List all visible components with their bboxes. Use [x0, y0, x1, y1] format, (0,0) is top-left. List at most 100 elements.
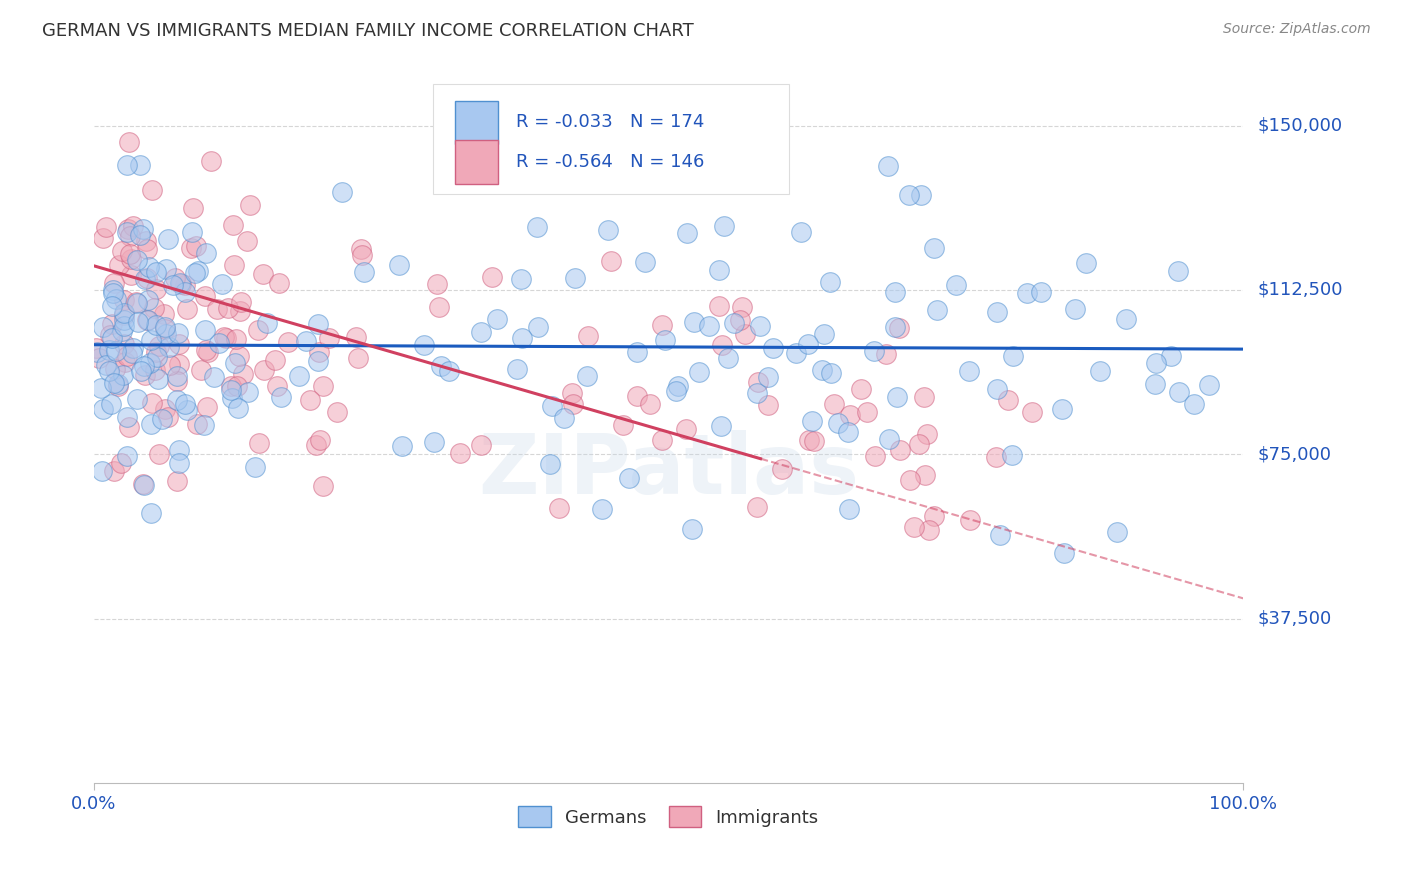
Point — [770, 461, 793, 475]
Point — [169, 277, 191, 291]
Point — [103, 376, 125, 390]
Point — [988, 528, 1011, 542]
Point — [883, 320, 905, 334]
Point — [197, 345, 219, 359]
Point — [638, 397, 661, 411]
Point — [897, 187, 920, 202]
Point — [127, 314, 149, 328]
Text: $37,500: $37,500 — [1257, 609, 1331, 628]
Point — [127, 296, 149, 310]
Point — [89, 351, 111, 365]
Point — [298, 392, 321, 407]
Point — [269, 276, 291, 290]
Point — [413, 337, 436, 351]
Point — [107, 378, 129, 392]
Point — [576, 328, 599, 343]
Point — [681, 522, 703, 536]
Point — [1076, 256, 1098, 270]
Point — [118, 136, 141, 150]
Point — [839, 408, 862, 422]
Point — [167, 456, 190, 470]
Point — [803, 434, 825, 448]
Point — [697, 319, 720, 334]
Point — [148, 446, 170, 460]
Point — [157, 340, 180, 354]
Point — [907, 437, 929, 451]
Point — [202, 370, 225, 384]
Point — [98, 343, 121, 358]
Point — [710, 418, 733, 433]
Point — [307, 318, 329, 332]
Point — [145, 282, 167, 296]
Point — [112, 313, 135, 327]
Point — [837, 425, 859, 440]
Point — [112, 318, 135, 333]
Point — [101, 318, 124, 332]
Point — [167, 326, 190, 340]
Point — [353, 265, 375, 279]
Point — [112, 308, 135, 322]
Point — [134, 478, 156, 492]
Point — [912, 390, 935, 404]
Point — [863, 344, 886, 359]
Point — [101, 286, 124, 301]
Point — [903, 520, 925, 534]
Point — [612, 417, 634, 432]
Point — [166, 474, 188, 488]
Point — [100, 331, 122, 345]
Point — [200, 154, 222, 169]
Point — [813, 327, 835, 342]
Point — [1052, 402, 1074, 417]
Point — [143, 301, 166, 316]
Point — [159, 358, 181, 372]
Point — [1167, 264, 1189, 278]
Point — [226, 378, 249, 392]
Point — [173, 285, 195, 299]
Point — [256, 316, 278, 330]
Point — [94, 220, 117, 235]
Point — [811, 363, 834, 377]
Point — [426, 277, 449, 292]
Point — [526, 220, 548, 235]
Point — [665, 384, 688, 398]
Point — [1182, 397, 1205, 411]
Point — [1168, 384, 1191, 399]
Point — [141, 183, 163, 197]
Point — [986, 305, 1008, 319]
Point — [626, 389, 648, 403]
Point — [122, 341, 145, 355]
Point — [145, 265, 167, 279]
Point — [195, 400, 218, 414]
Point — [156, 231, 179, 245]
Point — [222, 218, 245, 232]
Point — [547, 501, 569, 516]
Point — [148, 372, 170, 386]
Point — [818, 275, 841, 289]
Point — [561, 386, 583, 401]
Point — [509, 272, 531, 286]
Point — [820, 366, 842, 380]
Point — [747, 375, 769, 389]
Point — [228, 401, 250, 416]
Point — [1114, 312, 1136, 326]
Point — [797, 337, 820, 351]
Point — [195, 246, 218, 260]
Point — [97, 363, 120, 377]
Point — [707, 263, 730, 277]
Point — [683, 315, 706, 329]
Point — [945, 277, 967, 292]
Point — [986, 382, 1008, 396]
Point — [135, 234, 157, 248]
Point — [167, 357, 190, 371]
Point — [626, 345, 648, 359]
Point — [863, 449, 886, 463]
Point — [105, 344, 128, 359]
Point — [591, 502, 613, 516]
Point — [136, 313, 159, 327]
Point — [139, 417, 162, 432]
Point — [193, 417, 215, 432]
Point — [748, 319, 770, 334]
Point — [430, 359, 453, 373]
Point — [125, 392, 148, 406]
Point — [1160, 349, 1182, 363]
